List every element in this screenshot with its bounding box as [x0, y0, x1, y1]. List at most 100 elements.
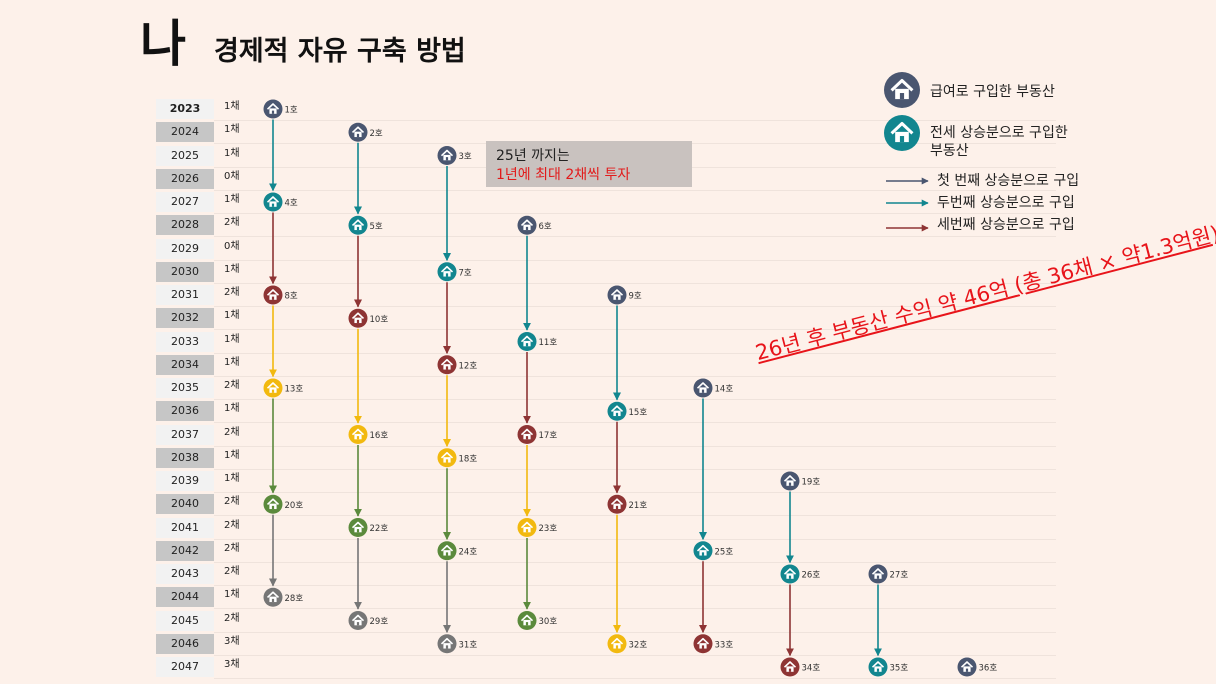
house-icon [437, 262, 457, 282]
house-count-cell: 1채 [224, 101, 240, 112]
house-icon [263, 285, 283, 305]
row-divider [214, 236, 1056, 238]
note-line1: 25년 까지는 [496, 148, 570, 164]
house-count-cell: 0채 [224, 170, 240, 182]
house-icon [437, 146, 457, 165]
house-icon [437, 355, 457, 375]
house-count-cell: 1채 [224, 310, 240, 322]
house-count-cell: 1채 [224, 356, 240, 368]
house-label: 35호 [890, 664, 909, 674]
house-label: 32호 [629, 640, 648, 650]
row-divider [214, 678, 1056, 679]
house-label: 20호 [285, 501, 304, 511]
house-icon [693, 541, 713, 561]
house-icon [348, 308, 368, 328]
year-cell: 2047 [156, 657, 214, 677]
row-divider [214, 329, 1056, 331]
year-cell: 2040 [156, 494, 214, 515]
house-count-cell: 2채 [224, 217, 240, 229]
house-label: 16호 [370, 431, 389, 441]
row-divider [214, 306, 1056, 307]
note-line2: 1년에 최대 2채씩 투자 [496, 167, 631, 183]
house-icon [348, 611, 368, 630]
legend-jeonse-house-icon [884, 115, 920, 151]
page-title: 경제적 자유 구축 방법 [214, 36, 466, 67]
house-icon [957, 657, 977, 677]
legend-arrow1-label: 첫 번째 상승분으로 구입 [937, 173, 1080, 189]
house-label: 30호 [539, 617, 558, 627]
house-icon [693, 378, 713, 398]
house-icon [868, 564, 888, 584]
row-divider [214, 631, 1056, 633]
year-cell: 2032 [156, 308, 214, 329]
house-label: 33호 [715, 640, 734, 650]
house-count-cell: 3채 [224, 635, 240, 647]
house-count-cell: 2채 [224, 496, 240, 508]
row-divider [214, 422, 1056, 424]
legend-salary-label: 급여로 구입한 부동산 [930, 84, 1055, 100]
house-icon [607, 285, 627, 305]
house-label: 5호 [370, 222, 383, 232]
house-icon [607, 494, 627, 514]
house-icon [348, 122, 368, 142]
year-cell: 2031 [156, 285, 214, 305]
house-label: 26호 [802, 571, 821, 581]
row-divider [214, 213, 1056, 214]
year-cell: 2025 [156, 145, 214, 166]
house-icon [517, 215, 537, 235]
legend-salary-house-icon [884, 72, 920, 108]
house-label: 2호 [370, 129, 383, 139]
row-divider [214, 585, 1056, 586]
house-count-cell: 1채 [224, 449, 240, 461]
house-label: 31호 [459, 640, 478, 650]
house-count-cell: 2채 [224, 519, 240, 531]
house-label: 19호 [802, 478, 821, 488]
house-count-cell: 1채 [224, 194, 240, 205]
house-count-cell: 1채 [224, 589, 240, 601]
legend-jeonse-label-1: 전세 상승분으로 구입한 [930, 125, 1068, 141]
house-count-cell: 1채 [224, 124, 240, 136]
row-divider [214, 561, 1056, 563]
house-count-cell: 1채 [224, 263, 240, 275]
row-divider [214, 538, 1056, 540]
house-icon [780, 471, 800, 491]
year-cell: 2035 [156, 378, 214, 398]
house-label: 1호 [285, 106, 298, 116]
row-divider [214, 468, 1056, 470]
year-cell: 2046 [156, 633, 214, 654]
house-count-cell: 1채 [224, 333, 240, 345]
house-label: 17호 [539, 431, 558, 441]
row-divider [214, 654, 1056, 656]
row-divider [214, 608, 1056, 610]
legend-arrow2-label: 두번째 상승분으로 구입 [937, 195, 1075, 211]
year-cell: 2045 [156, 610, 214, 631]
house-icon [780, 657, 800, 677]
house-label: 6호 [539, 222, 552, 232]
house-label: 10호 [370, 315, 389, 325]
house-icon [437, 634, 457, 654]
house-icon [263, 494, 283, 514]
house-icon [437, 541, 457, 561]
year-cell: 2044 [156, 587, 214, 608]
house-count-cell: 2채 [224, 542, 240, 554]
legend-arrow3-label: 세번째 상승분으로 구입 [937, 217, 1075, 233]
year-cell: 2042 [156, 540, 214, 561]
house-icon [517, 425, 537, 444]
year-cell: 2029 [156, 238, 214, 259]
house-label: 21호 [629, 501, 648, 511]
year-cell: 2024 [156, 122, 214, 143]
house-count-cell: 0채 [224, 240, 240, 252]
row-divider [214, 352, 1056, 354]
house-icon [517, 332, 537, 351]
house-label: 22호 [370, 524, 389, 534]
house-label: 25호 [715, 547, 734, 557]
row-divider [214, 399, 1056, 400]
row-divider [214, 492, 1056, 493]
year-cell: 2027 [156, 192, 214, 212]
year-cell: 2026 [156, 168, 214, 189]
house-label: 4호 [285, 199, 298, 209]
house-label: 27호 [890, 571, 909, 581]
house-label: 28호 [285, 594, 304, 604]
year-cell: 2041 [156, 517, 214, 538]
